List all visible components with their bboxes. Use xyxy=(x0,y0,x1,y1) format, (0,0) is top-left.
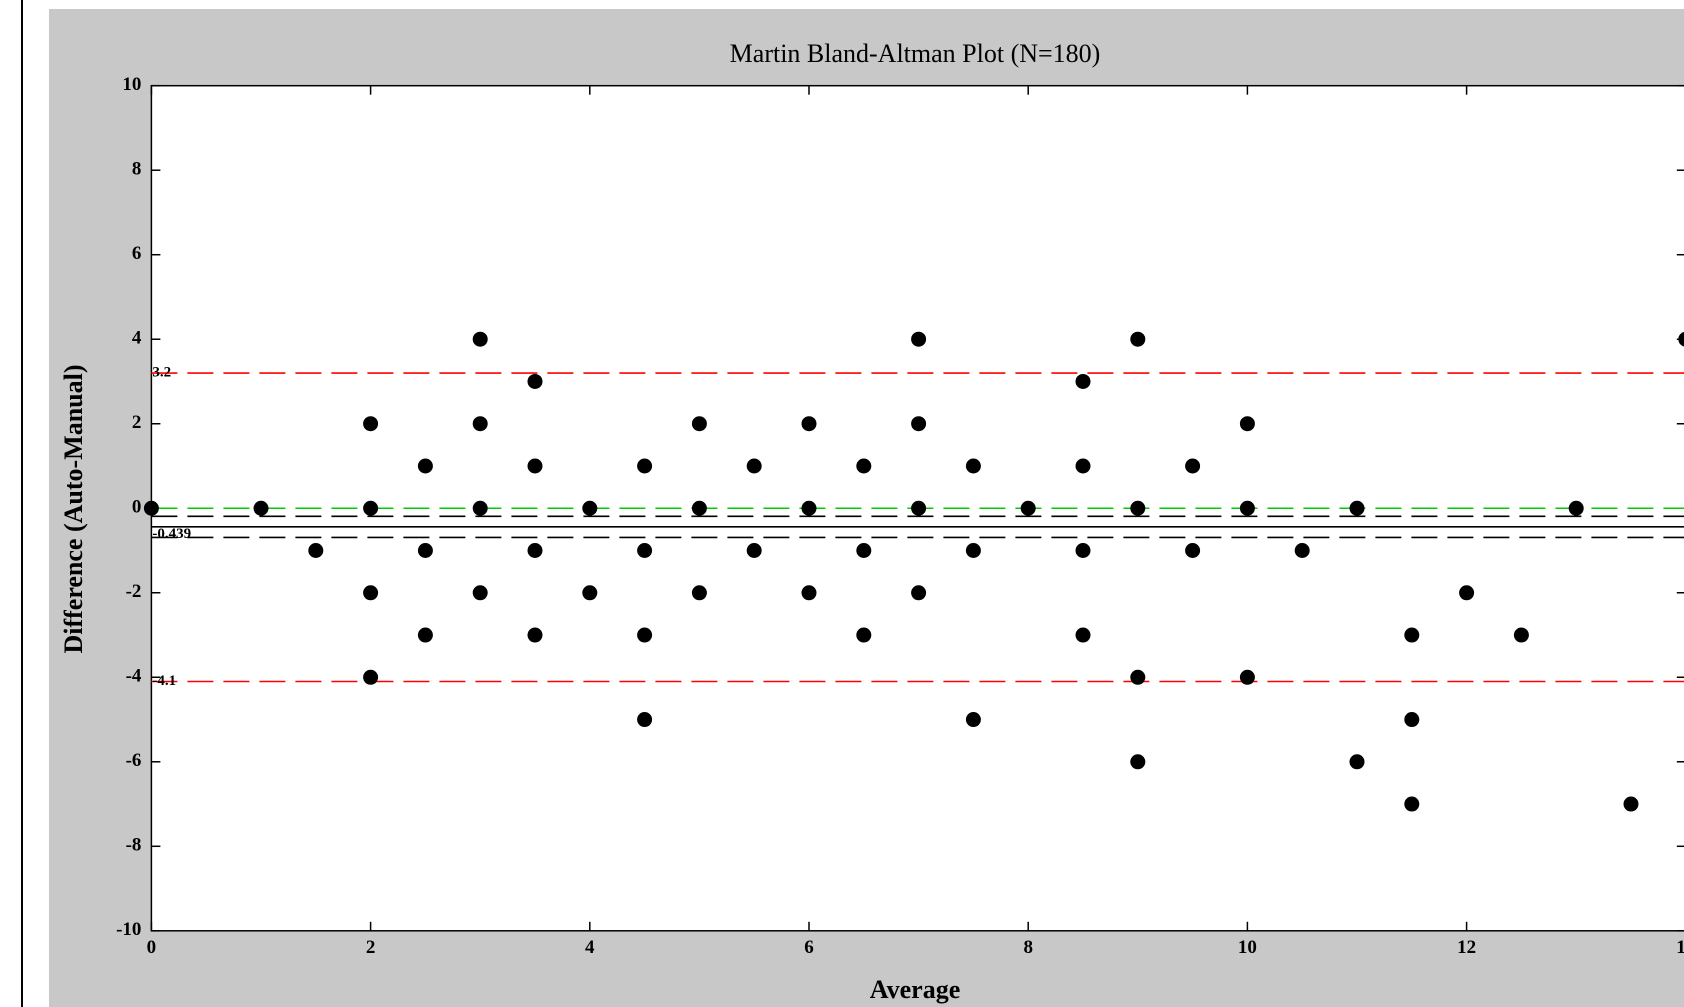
x-tick-label: 10 xyxy=(1238,937,1257,958)
data-point xyxy=(1185,458,1201,474)
data-point xyxy=(527,458,543,474)
data-point xyxy=(965,458,981,474)
data-point xyxy=(417,627,433,643)
data-point xyxy=(1294,543,1310,559)
data-point xyxy=(1404,627,1420,643)
data-point xyxy=(691,500,707,516)
data-point xyxy=(911,500,927,516)
y-tick-label: -10 xyxy=(116,919,141,940)
data-point xyxy=(856,627,872,643)
y-tick-label: -4 xyxy=(126,666,142,687)
data-point xyxy=(1404,712,1420,728)
data-point xyxy=(1075,373,1091,389)
data-point xyxy=(363,669,379,685)
x-axis-label: Average xyxy=(870,975,960,1004)
data-point xyxy=(417,458,433,474)
y-tick-label: -2 xyxy=(126,581,142,602)
data-point xyxy=(911,416,927,432)
data-point xyxy=(1678,331,1684,347)
data-point xyxy=(637,712,653,728)
x-tick-label: 12 xyxy=(1457,937,1476,958)
data-point xyxy=(1623,796,1639,812)
data-point xyxy=(691,416,707,432)
reference-line-label: -0.439 xyxy=(152,526,191,542)
data-point xyxy=(1239,669,1255,685)
data-point xyxy=(1075,543,1091,559)
data-point xyxy=(1349,754,1365,770)
data-point xyxy=(253,500,269,516)
y-tick-label: -8 xyxy=(126,835,142,856)
y-tick-label: 8 xyxy=(132,159,142,180)
data-point xyxy=(1185,543,1201,559)
data-point xyxy=(417,543,433,559)
data-point xyxy=(911,331,927,347)
x-tick-label: 14 xyxy=(1676,937,1684,958)
data-point xyxy=(746,458,762,474)
data-point xyxy=(965,712,981,728)
data-point xyxy=(472,331,488,347)
data-point xyxy=(472,416,488,432)
data-point xyxy=(637,458,653,474)
y-tick-label: 2 xyxy=(132,412,142,433)
data-point xyxy=(1404,796,1420,812)
data-point xyxy=(801,585,817,601)
data-point xyxy=(746,543,762,559)
reference-line-label: -4.1 xyxy=(152,673,176,689)
x-tick-label: 8 xyxy=(1023,937,1033,958)
data-point xyxy=(1349,500,1365,516)
y-tick-label: -6 xyxy=(126,750,142,771)
data-point xyxy=(527,543,543,559)
data-point xyxy=(911,585,927,601)
data-point xyxy=(1130,331,1146,347)
data-point xyxy=(1459,585,1475,601)
data-point xyxy=(1075,627,1091,643)
data-point xyxy=(143,500,159,516)
data-point xyxy=(965,543,981,559)
chart-title: Martin Bland-Altman Plot (N=180) xyxy=(730,39,1101,68)
data-point xyxy=(1130,500,1146,516)
x-tick-label: 0 xyxy=(147,937,157,958)
data-point xyxy=(472,500,488,516)
x-tick-label: 2 xyxy=(366,937,376,958)
data-point xyxy=(1130,669,1146,685)
data-point xyxy=(801,500,817,516)
data-point xyxy=(801,416,817,432)
y-tick-label: 4 xyxy=(132,328,142,349)
y-tick-label: 10 xyxy=(122,74,141,95)
data-point xyxy=(1075,458,1091,474)
data-point xyxy=(472,585,488,601)
data-point xyxy=(308,543,324,559)
x-tick-label: 6 xyxy=(804,937,814,958)
data-point xyxy=(1239,500,1255,516)
y-tick-label: 6 xyxy=(132,243,142,264)
data-point xyxy=(363,500,379,516)
y-tick-label: 0 xyxy=(132,497,142,518)
data-point xyxy=(691,585,707,601)
y-axis-label: Difference (Auto-Manual) xyxy=(59,364,88,653)
data-point xyxy=(363,416,379,432)
data-point xyxy=(637,627,653,643)
data-point xyxy=(1239,416,1255,432)
data-point xyxy=(1020,500,1036,516)
data-point xyxy=(527,627,543,643)
data-point xyxy=(637,543,653,559)
data-point xyxy=(363,585,379,601)
data-point xyxy=(1513,627,1529,643)
data-point xyxy=(582,585,598,601)
data-point xyxy=(582,500,598,516)
data-point xyxy=(1130,754,1146,770)
data-point xyxy=(1568,500,1584,516)
data-point xyxy=(856,458,872,474)
reference-line-label: 3.2 xyxy=(152,364,171,380)
data-point xyxy=(856,543,872,559)
data-point xyxy=(527,373,543,389)
x-tick-label: 4 xyxy=(585,937,595,958)
